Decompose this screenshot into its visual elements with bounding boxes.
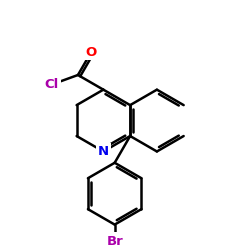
- Text: Br: Br: [106, 235, 123, 248]
- Text: Cl: Cl: [45, 78, 59, 91]
- Text: N: N: [98, 145, 109, 158]
- Text: O: O: [86, 46, 97, 59]
